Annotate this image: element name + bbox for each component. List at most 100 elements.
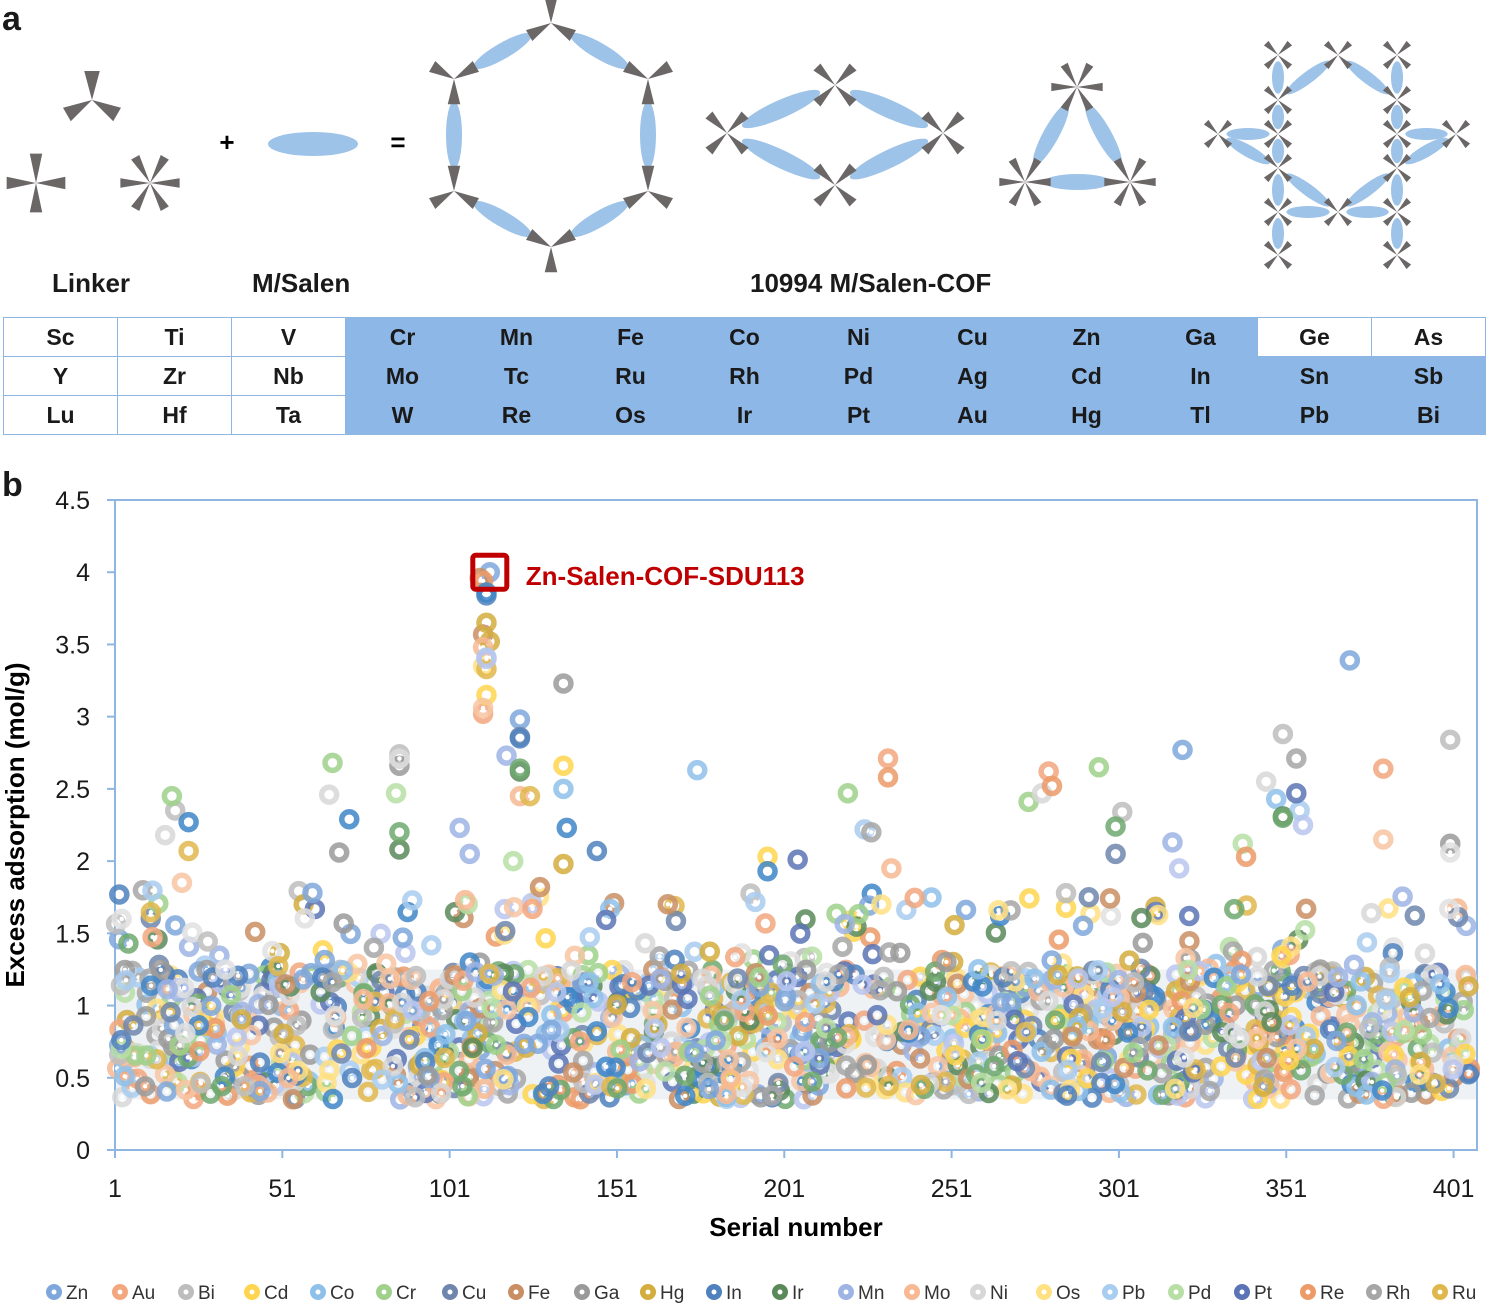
data-point: [332, 960, 353, 981]
data-point: [745, 891, 766, 913]
highlight-box: [470, 552, 510, 592]
data-point: [1225, 1047, 1246, 1068]
data-point: [234, 1075, 255, 1097]
data-point: [1148, 1035, 1169, 1056]
salen-unit: [1043, 174, 1112, 190]
legend-item: Zn: [46, 1283, 88, 1304]
data-point: [190, 1073, 212, 1094]
data-point: [123, 1015, 144, 1036]
data-point: [890, 942, 911, 964]
data-point: [156, 1081, 178, 1102]
y-tick-label: 3: [76, 704, 90, 732]
data-point: [1373, 758, 1394, 779]
linker-node: [1323, 197, 1353, 227]
data-point: [1088, 756, 1110, 778]
linker-node: [1263, 119, 1293, 149]
data-point: [968, 959, 989, 980]
data-point: [339, 808, 360, 830]
data-point: [502, 850, 524, 872]
data-point: [1178, 1021, 1200, 1042]
x-tick-label: 151: [596, 1175, 638, 1203]
data-point: [1147, 904, 1169, 926]
salen-unit: [849, 89, 929, 129]
x-tick-label: 401: [1433, 1175, 1475, 1203]
data-point: [1000, 900, 1021, 921]
x-tick-label: 1: [108, 1175, 122, 1203]
element-cell: Ru: [573, 356, 688, 396]
data-point: [1290, 1060, 1312, 1081]
element-cell: Ir: [687, 395, 802, 435]
linker-node: [526, 228, 576, 273]
data-point: [936, 986, 958, 1008]
data-point: [1458, 976, 1479, 997]
data-point: [1310, 1005, 1331, 1027]
data-point: [1131, 907, 1152, 929]
data-point: [389, 839, 410, 860]
data-point: [1372, 1080, 1393, 1101]
data-point: [382, 1055, 404, 1077]
data-point: [910, 1074, 932, 1096]
linker-node: [6, 153, 66, 213]
data-point: [1414, 943, 1436, 964]
data-point: [541, 1019, 562, 1041]
element-cell: Fe: [573, 317, 688, 357]
salen-unit: [1272, 138, 1284, 164]
legend-label: In: [726, 1283, 742, 1304]
legend-item: Ir: [772, 1283, 804, 1304]
data-point: [1324, 1056, 1346, 1078]
data-point: [1439, 842, 1461, 863]
salen-unit: [1226, 128, 1270, 140]
data-point: [1132, 932, 1154, 954]
data-point: [705, 1030, 726, 1051]
data-point: [794, 1011, 816, 1033]
element-cell: Rh: [687, 356, 802, 396]
x-tick-label: 201: [763, 1175, 805, 1203]
data-point: [161, 785, 183, 807]
data-point: [687, 759, 708, 781]
data-point: [1062, 1026, 1083, 1047]
data-point: [496, 745, 517, 766]
data-point: [579, 926, 601, 948]
salen-unit: [1391, 218, 1403, 249]
element-cell: W: [345, 395, 460, 435]
y-tick-label: 1.5: [55, 920, 90, 948]
data-point: [109, 884, 130, 905]
data-point: [1256, 1047, 1277, 1069]
data-point: [318, 784, 340, 805]
linker-node: [999, 157, 1051, 207]
data-point: [801, 1071, 823, 1092]
element-cell: Ti: [117, 317, 232, 357]
data-point: [804, 993, 826, 1014]
salen-unit: [1345, 60, 1390, 95]
data-point: [1376, 989, 1397, 1011]
salen-unit: [570, 200, 629, 238]
salen-unit: [1272, 61, 1284, 94]
data-point: [1399, 986, 1421, 1008]
data-point: [607, 1078, 628, 1099]
linker-node: [1382, 40, 1412, 70]
data-point: [835, 1055, 857, 1076]
salen-unit: [1346, 206, 1389, 218]
data-point: [1271, 945, 1292, 966]
data-point: [154, 1064, 176, 1085]
salen-unit: [639, 101, 656, 169]
data-point: [931, 1004, 952, 1026]
element-cell: Os: [573, 395, 688, 435]
data-point: [314, 949, 335, 971]
linker-node: [1263, 153, 1293, 183]
legend-label: Pt: [1254, 1283, 1273, 1304]
rhombus-topology: [705, 63, 965, 207]
data-point: [1235, 846, 1257, 868]
data-point: [869, 980, 891, 1001]
legend-item: Hg: [640, 1283, 684, 1304]
data-point: [416, 1065, 438, 1086]
element-cell: Hf: [117, 395, 232, 435]
data-point: [748, 967, 770, 988]
data-point: [815, 971, 837, 992]
data-point: [1439, 729, 1461, 751]
data-point: [642, 1000, 664, 1022]
data-point: [226, 1027, 248, 1048]
salen-unit: [741, 138, 821, 180]
data-point: [586, 1021, 608, 1042]
data-point: [171, 872, 193, 894]
